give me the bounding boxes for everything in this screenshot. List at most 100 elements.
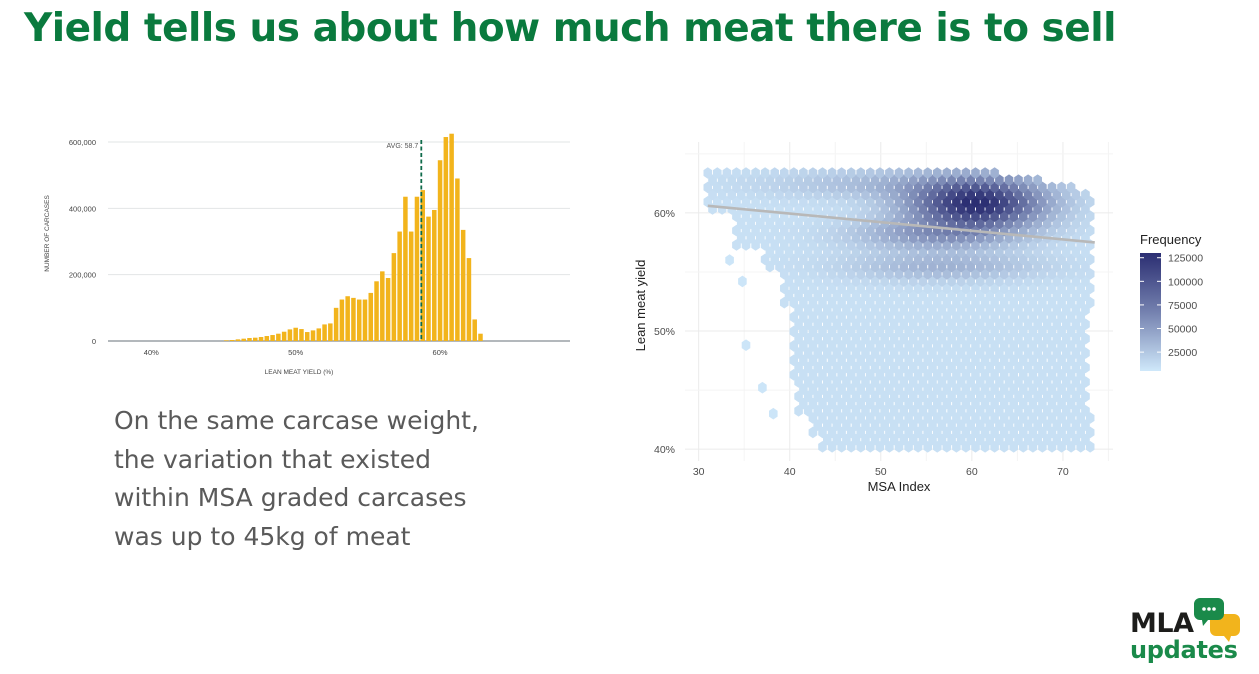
hexbin-cell <box>799 239 808 251</box>
hist-bar <box>426 216 431 341</box>
hexbin-cell <box>1019 268 1028 280</box>
hexbin-cell <box>928 419 937 431</box>
hexbin-cell <box>1066 296 1076 309</box>
hexbin-cell <box>904 268 913 280</box>
hexbin-cell <box>952 210 961 222</box>
hexbin-cell <box>851 174 861 186</box>
hexbin-cell <box>789 196 799 208</box>
hexbin-cell <box>1085 268 1095 280</box>
hexbin-cell <box>1019 239 1028 251</box>
hexbin-cell <box>818 441 827 453</box>
hexbin-cell <box>808 412 818 424</box>
hexbin-cell <box>894 340 904 352</box>
hexbin-cell <box>1042 318 1052 331</box>
hexbin-cell <box>889 318 899 331</box>
hexbin-cell <box>947 174 956 186</box>
hexbin-cell <box>885 325 894 338</box>
hexbin-cell <box>736 188 746 201</box>
hexbin-cell <box>961 253 971 266</box>
hexbin-cell <box>889 332 899 345</box>
hexbin-cell <box>889 433 899 446</box>
hexbin-cell <box>760 181 770 194</box>
hexbin-cell <box>990 441 999 453</box>
hex-legend-colorbar <box>1140 253 1161 371</box>
hexbin-cell <box>909 203 918 215</box>
hexbin-cell <box>823 419 832 431</box>
hexbin-cell <box>837 412 846 424</box>
hexbin-cell <box>923 412 932 424</box>
hexbin-cell <box>1004 419 1014 431</box>
hist-y-tick-label: 600,000 <box>69 138 96 147</box>
hexbin-cell <box>1019 296 1028 309</box>
hexbin-cell <box>904 282 913 295</box>
hexbin-cell <box>966 332 975 345</box>
hexbin-cell <box>899 405 909 417</box>
hexbin-cell <box>808 196 818 208</box>
hist-y-axis-label: NUMBER OF CARCASES <box>44 195 51 272</box>
hexbin-cell <box>1047 369 1057 381</box>
hexbin-cell <box>1081 347 1090 359</box>
hexbin-cell <box>1028 296 1038 309</box>
hex-legend-tick-label: 50000 <box>1168 324 1197 336</box>
hexbin-cell <box>856 369 866 381</box>
hexbin-cell <box>1028 196 1038 208</box>
hexbin-cell <box>1009 397 1018 410</box>
hexbin-cell <box>875 282 885 295</box>
hexbin-cell <box>813 361 822 374</box>
hexbin-cell <box>1009 354 1018 367</box>
hexbin-cell <box>923 441 932 453</box>
hexbin-cell <box>999 383 1009 395</box>
hexbin-cell <box>928 405 937 417</box>
hexbin-cell <box>894 369 904 381</box>
hexbin-cell <box>880 289 889 302</box>
hexbin-cell <box>1071 203 1081 215</box>
hist-bar <box>293 327 298 341</box>
hexbin-cell <box>808 296 818 309</box>
hexbin-cell <box>918 246 928 258</box>
hist-bar <box>397 231 402 341</box>
hist-bar <box>253 337 258 341</box>
hist-y-tick-label: 400,000 <box>69 204 96 213</box>
hexbin-cell <box>976 361 985 374</box>
hexbin-cell <box>827 296 837 309</box>
hexbin-cell <box>1014 260 1023 273</box>
hexbin-cell <box>928 304 937 316</box>
hexbin-cell <box>842 347 851 359</box>
hexbin-cell <box>999 239 1009 251</box>
hexbin-cell <box>885 210 894 222</box>
hist-bar <box>449 133 454 341</box>
hexbin-cell <box>1019 224 1028 237</box>
hexbin-cell <box>751 196 760 208</box>
hexbin-cell <box>1038 354 1047 367</box>
hexbin-cell <box>952 397 961 410</box>
hexbin-cell <box>971 268 980 280</box>
hexbin-cell <box>827 239 837 251</box>
hexbin-cell <box>894 383 904 395</box>
hexbin-cell <box>1019 282 1028 295</box>
hexbin-cell <box>789 167 799 179</box>
hexbin-cell <box>942 412 952 424</box>
hexbin-cell <box>937 405 947 417</box>
hexbin-cell <box>976 232 985 244</box>
hexbin-cell <box>952 441 961 453</box>
hexbin-cell <box>765 188 775 201</box>
hexbin-cell <box>861 419 870 431</box>
hexbin-cell <box>980 282 990 295</box>
hexbin-cell <box>956 419 966 431</box>
hexbin-cell <box>976 188 985 201</box>
hexbin-cell <box>880 376 889 388</box>
hexbin-cell <box>866 296 875 309</box>
hexbin-cell <box>746 174 756 186</box>
hexbin-cell <box>990 340 999 352</box>
hexbin-cell <box>813 376 822 388</box>
hexbin-cell <box>990 311 999 323</box>
hexbin-cell <box>885 441 894 453</box>
hexbin-cell <box>999 369 1009 381</box>
hexbin-cell <box>794 332 803 345</box>
hexbin-cell <box>1052 376 1062 388</box>
hexbin-cell <box>1066 426 1076 439</box>
hexbin-cell <box>937 390 947 403</box>
hexbin-cell <box>885 412 894 424</box>
hexbin-cell <box>995 260 1004 273</box>
hexbin-cell <box>794 188 803 201</box>
